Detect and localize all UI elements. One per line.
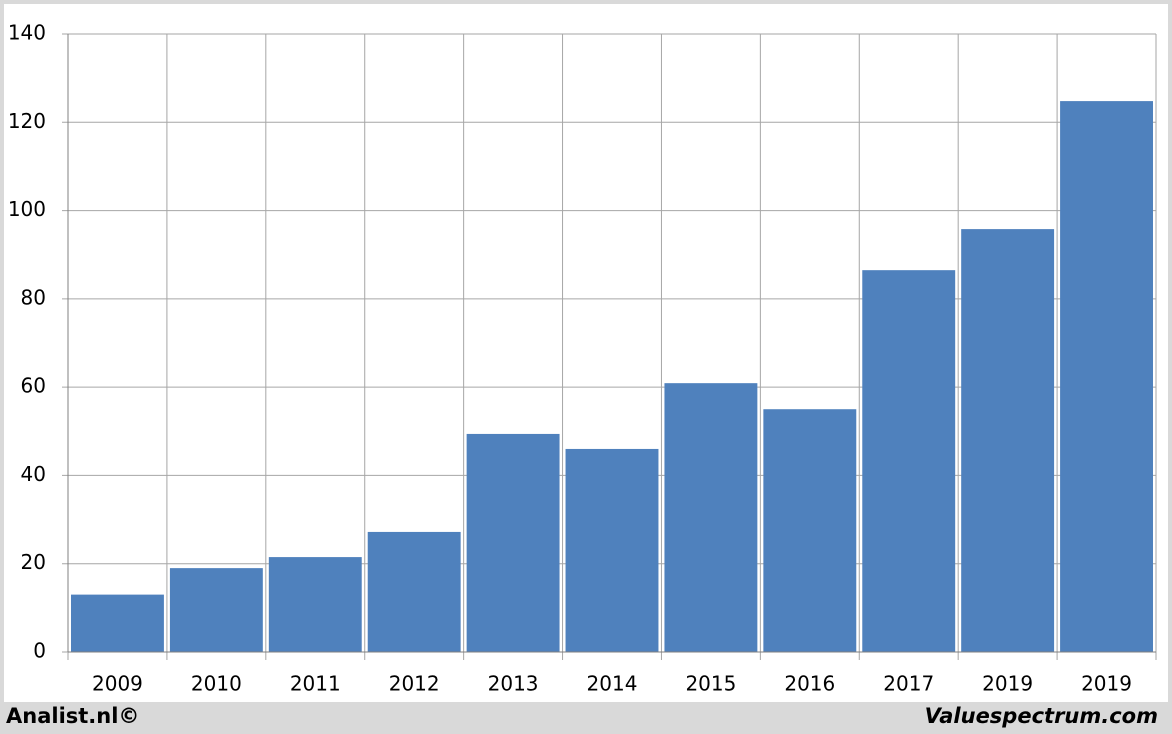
x-tick-label: 2013 xyxy=(488,672,539,696)
x-tick-label: 2015 xyxy=(685,672,736,696)
y-tick-label: 140 xyxy=(8,21,46,45)
x-tick-label: 2010 xyxy=(191,672,242,696)
bar xyxy=(466,433,560,652)
bar xyxy=(862,270,956,652)
bar xyxy=(71,594,164,652)
bar xyxy=(961,229,1055,652)
x-tick-label: 2009 xyxy=(92,672,143,696)
x-tick-label: 2011 xyxy=(290,672,341,696)
footer-left: Analist.nl© xyxy=(6,704,139,728)
x-tick-label: 2016 xyxy=(784,672,835,696)
y-tick-label: 0 xyxy=(33,639,46,663)
bar xyxy=(565,448,659,652)
bar xyxy=(268,557,362,652)
y-tick-label: 100 xyxy=(8,197,46,221)
y-tick-label: 40 xyxy=(21,462,46,486)
x-tick-label: 2014 xyxy=(587,672,638,696)
y-tick-label: 20 xyxy=(21,550,46,574)
x-tick-label: 2017 xyxy=(883,672,934,696)
x-tick-label: 2012 xyxy=(389,672,440,696)
bar xyxy=(664,383,758,652)
bar xyxy=(367,531,461,652)
bar xyxy=(169,568,263,652)
x-tick-label: 2019 xyxy=(982,672,1033,696)
y-tick-label: 60 xyxy=(21,374,46,398)
y-tick-label: 80 xyxy=(21,285,46,309)
y-tick-label: 120 xyxy=(8,109,46,133)
x-tick-label: 2019 xyxy=(1081,672,1132,696)
bar xyxy=(1060,101,1153,652)
footer-right: Valuespectrum.com xyxy=(925,704,1158,728)
bar xyxy=(763,409,857,652)
